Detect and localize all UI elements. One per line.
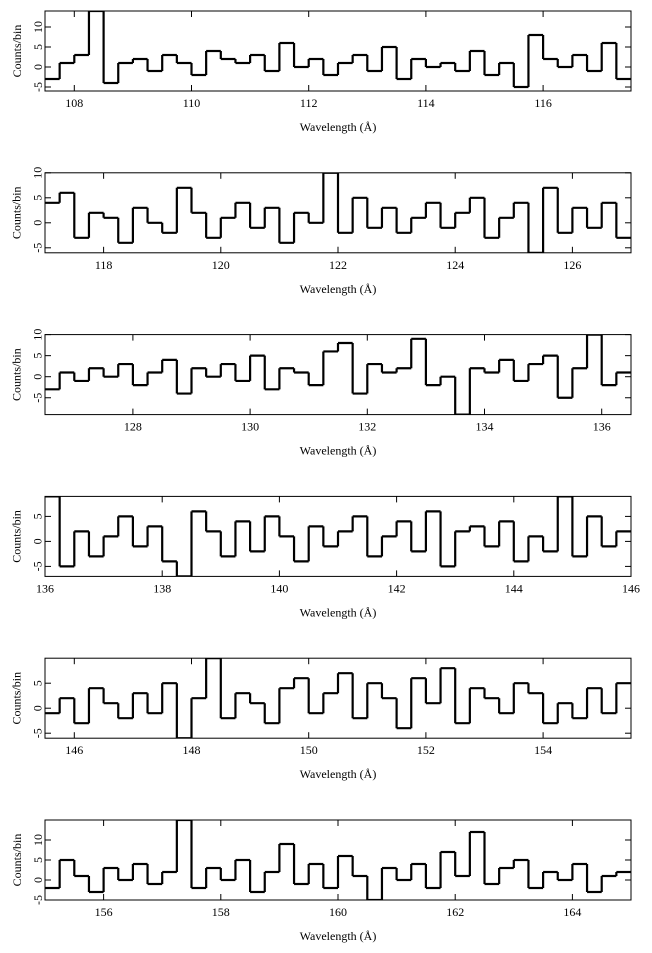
x-tick-label: 120 [212, 258, 230, 272]
x-tick-label: 134 [476, 420, 494, 434]
x-axis-label: Wavelength (Å) [300, 605, 377, 619]
y-tick-label: -5 [31, 82, 45, 92]
x-tick-label: 130 [241, 420, 259, 434]
x-tick-label: 122 [329, 258, 347, 272]
y-tick-label: 5 [31, 513, 45, 519]
x-tick-label: 114 [417, 96, 435, 110]
y-tick-label: 5 [31, 680, 45, 686]
x-axis-label: Wavelength (Å) [300, 929, 377, 943]
x-tick-label: 110 [183, 96, 201, 110]
y-tick-label: 10 [31, 834, 45, 846]
x-tick-label: 150 [300, 743, 318, 757]
x-tick-label: 138 [153, 581, 171, 595]
y-tick-label: -5 [31, 895, 45, 905]
y-tick-label: -5 [31, 561, 45, 571]
y-tick-label: 10 [31, 167, 45, 179]
x-tick-label: 112 [300, 96, 318, 110]
x-tick-label: 144 [505, 581, 523, 595]
x-tick-label: 148 [183, 743, 201, 757]
x-tick-label: 140 [270, 581, 288, 595]
bin-connector [58, 820, 618, 900]
x-tick-label: 154 [534, 743, 552, 757]
y-tick-label: 10 [31, 21, 45, 33]
y-tick-label: 0 [31, 374, 45, 380]
x-tick-label: 126 [563, 258, 581, 272]
x-axis-label: Wavelength (Å) [300, 767, 377, 781]
y-tick-label: 5 [31, 44, 45, 50]
x-axis-label: Wavelength (Å) [300, 282, 377, 296]
y-axis-label: Counts/bin [10, 186, 24, 239]
x-tick-label: 132 [358, 420, 376, 434]
x-tick-label: 124 [446, 258, 464, 272]
x-tick-label: 146 [65, 743, 83, 757]
y-tick-label: 0 [31, 64, 45, 70]
x-tick-label: 128 [124, 420, 142, 434]
y-axis-label: Counts/bin [10, 25, 24, 78]
y-tick-label: 0 [31, 877, 45, 883]
y-axis-label: Counts/bin [10, 834, 24, 887]
x-tick-label: 118 [95, 258, 113, 272]
y-tick-label: 5 [31, 353, 45, 359]
x-axis-label: Wavelength (Å) [300, 120, 377, 134]
x-tick-label: 160 [329, 905, 347, 919]
plot-frame [44, 495, 632, 577]
x-tick-label: 116 [534, 96, 552, 110]
x-tick-label: 136 [36, 581, 54, 595]
y-tick-label: -5 [31, 728, 45, 738]
y-axis-label: Counts/bin [10, 348, 24, 401]
bin-connector [58, 658, 618, 739]
y-tick-label: -5 [31, 243, 45, 253]
x-tick-label: 142 [388, 581, 406, 595]
x-tick-label: 152 [417, 743, 435, 757]
y-tick-label: -5 [31, 393, 45, 403]
y-axis-label: Counts/bin [10, 672, 24, 725]
y-tick-label: 0 [31, 220, 45, 226]
y-axis-label: Counts/bin [10, 510, 24, 563]
y-tick-label: 0 [31, 538, 45, 544]
x-axis-label: Wavelength (Å) [300, 444, 377, 458]
bin-connector [58, 11, 618, 87]
x-tick-label: 156 [95, 905, 113, 919]
x-tick-label: 158 [212, 905, 230, 919]
bin-connector [58, 334, 618, 415]
plot-frame [44, 10, 632, 92]
bin-connector [58, 172, 618, 253]
y-tick-label: 5 [31, 195, 45, 201]
x-tick-label: 146 [622, 581, 640, 595]
y-tick-label: 5 [31, 857, 45, 863]
y-tick-label: 10 [31, 329, 45, 341]
x-tick-label: 136 [593, 420, 611, 434]
bin-connector [58, 496, 618, 577]
plot-frame [44, 657, 632, 739]
y-tick-label: 0 [31, 705, 45, 711]
x-tick-label: 108 [65, 96, 83, 110]
x-tick-label: 162 [446, 905, 464, 919]
plot-frame [44, 334, 632, 416]
x-tick-label: 164 [563, 905, 581, 919]
